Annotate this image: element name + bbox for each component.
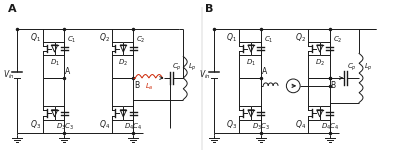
Text: $Q_2$: $Q_2$ (295, 31, 306, 44)
Text: $L_p$: $L_p$ (188, 62, 197, 73)
Text: B: B (330, 81, 336, 90)
Text: $D_2$: $D_2$ (315, 57, 325, 68)
Text: $D_3$$C_3$: $D_3$$C_3$ (56, 122, 74, 132)
Text: $D_1$: $D_1$ (50, 57, 60, 68)
Text: $Q_2$: $Q_2$ (99, 31, 110, 44)
Text: A: A (65, 67, 71, 76)
Text: $Q_3$: $Q_3$ (226, 118, 237, 131)
Text: $C_1$: $C_1$ (264, 34, 273, 45)
Text: B: B (134, 81, 139, 90)
Text: $V_{in}$: $V_{in}$ (2, 69, 14, 81)
Text: $C_2$: $C_2$ (332, 34, 342, 45)
Text: $C_p$: $C_p$ (347, 62, 357, 73)
Text: B: B (205, 4, 213, 14)
Text: A: A (262, 67, 267, 76)
Text: $D_2$: $D_2$ (118, 57, 128, 68)
Text: $D_1$: $D_1$ (246, 57, 256, 68)
Text: $L_a$: $L_a$ (144, 82, 153, 92)
Text: $Q_1$: $Q_1$ (226, 31, 237, 44)
Text: $L_p$: $L_p$ (364, 62, 373, 73)
Text: $Q_4$: $Q_4$ (295, 118, 306, 131)
Text: $C_p$: $C_p$ (172, 62, 182, 73)
Text: $V_{in}$: $V_{in}$ (199, 69, 211, 81)
Text: $Q_1$: $Q_1$ (30, 31, 41, 44)
Text: $Q_3$: $Q_3$ (30, 118, 41, 131)
Text: $D_4$$C_4$: $D_4$$C_4$ (124, 122, 143, 132)
Text: $D_4$$C_4$: $D_4$$C_4$ (321, 122, 339, 132)
Text: $C_2$: $C_2$ (136, 34, 146, 45)
Text: $C_1$: $C_1$ (67, 34, 77, 45)
Text: $Q_4$: $Q_4$ (98, 118, 110, 131)
Text: A: A (8, 4, 17, 14)
Text: $D_3$$C_3$: $D_3$$C_3$ (252, 122, 270, 132)
